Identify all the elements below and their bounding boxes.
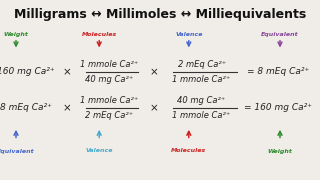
Text: Valence: Valence <box>175 32 203 37</box>
Text: ×: × <box>63 67 72 77</box>
Text: Molecules: Molecules <box>171 148 206 154</box>
Text: = 8 mEq Ca²⁺: = 8 mEq Ca²⁺ <box>247 68 309 76</box>
Text: Equivalent: Equivalent <box>261 32 299 37</box>
Text: Equivalent: Equivalent <box>0 148 35 154</box>
Text: 2 mEq Ca²⁺: 2 mEq Ca²⁺ <box>178 60 226 69</box>
Text: = 160 mg Ca²⁺: = 160 mg Ca²⁺ <box>244 103 312 112</box>
Text: Weight: Weight <box>4 32 28 37</box>
Text: 1 mmole Ca²⁺: 1 mmole Ca²⁺ <box>172 75 231 84</box>
Text: 1 mmole Ca²⁺: 1 mmole Ca²⁺ <box>172 111 231 120</box>
Text: 1 mmole Ca²⁺: 1 mmole Ca²⁺ <box>80 60 138 69</box>
Text: Weight: Weight <box>268 148 292 154</box>
Text: ×: × <box>149 103 158 113</box>
Text: Milligrams ↔ Millimoles ↔ Milliequivalents: Milligrams ↔ Millimoles ↔ Milliequivalen… <box>14 8 306 21</box>
Text: ×: × <box>149 67 158 77</box>
Text: 2 mEq Ca²⁺: 2 mEq Ca²⁺ <box>85 111 133 120</box>
Text: 40 mg Ca²⁺: 40 mg Ca²⁺ <box>178 96 226 105</box>
Text: Molecules: Molecules <box>82 32 117 37</box>
Text: 1 mmole Ca²⁺: 1 mmole Ca²⁺ <box>80 96 138 105</box>
Text: 160 mg Ca²⁺: 160 mg Ca²⁺ <box>0 68 55 76</box>
Text: 40 mg Ca²⁺: 40 mg Ca²⁺ <box>85 75 133 84</box>
Text: ×: × <box>63 103 72 113</box>
Text: 8 mEq Ca²⁺: 8 mEq Ca²⁺ <box>0 103 52 112</box>
Text: Valence: Valence <box>85 148 113 154</box>
